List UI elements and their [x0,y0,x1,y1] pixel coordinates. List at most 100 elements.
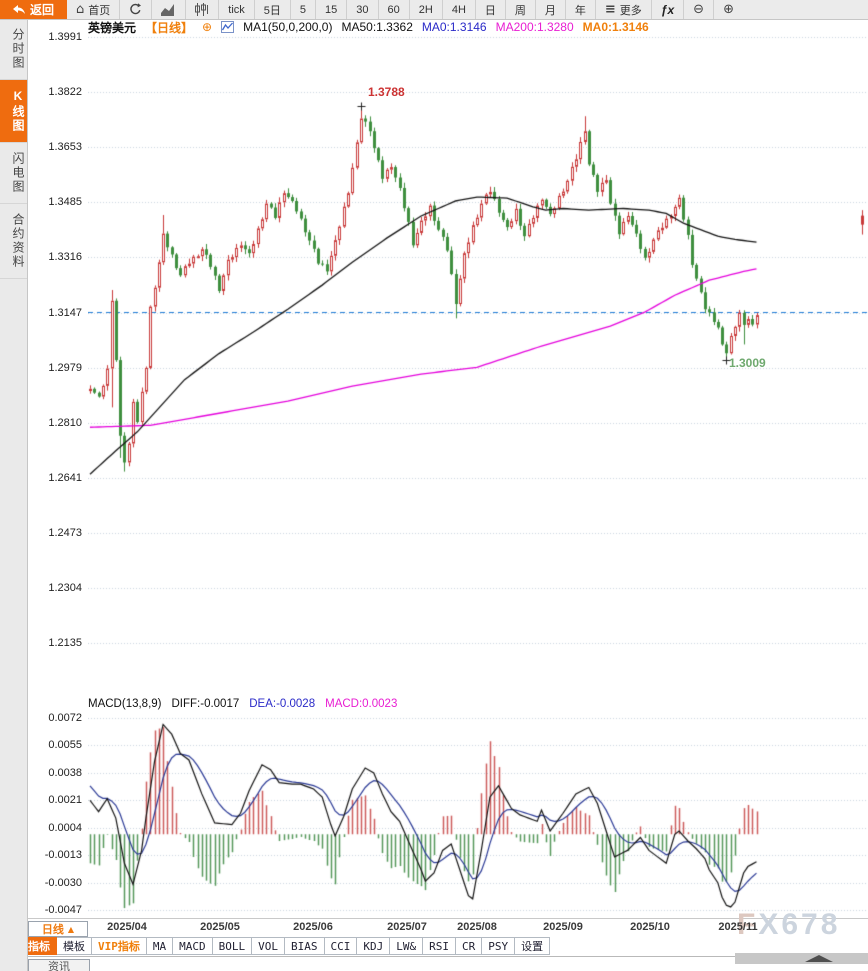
bottom-tab-boll[interactable]: BOLL [212,937,253,955]
more-button[interactable]: ≡ 更多 [596,0,652,19]
bottom-tab-kdj[interactable]: KDJ [357,937,391,955]
x-axis-tick-label: 2025/09 [543,921,583,933]
macd-header: MACD(13,8,9) DIFF:-0.0017 DEA:-0.0028 MA… [88,697,397,710]
mini-chart-icon [221,21,235,33]
zoom-out-button[interactable]: ⊖ [684,0,715,19]
y-axis-labels: 1.3991 1.3822 1.3653 1.3485 1.3316 1.3147 1.29… [28,0,84,920]
axis-tick-label: 1.2641 [48,471,82,484]
bottom-tab-rsi[interactable]: RSI [423,937,456,955]
bottom-tab-ma[interactable]: MA [146,937,174,955]
low-price-annotation: 1.3009 [729,356,766,370]
bottom-tab-bias[interactable]: BIAS [285,937,325,955]
refresh-icon [130,3,142,15]
candle-chart-button[interactable] [186,0,220,19]
bottom-tab-cr[interactable]: CR [456,937,483,955]
bottom-tab-indicators[interactable]: 指标 [21,937,57,955]
scrollbar-arrow-icon [805,955,833,962]
left-sidebar: 分时图 K线图 闪电图 合约资料 [0,19,28,971]
back-button[interactable]: 返回 [0,0,67,19]
axis-tick-label: 1.2810 [48,416,82,429]
bottom-tabs: 指标 模板 VIP指标 MA MACD BOLL VOL BIAS CCI KDJ LW& RSI CR… [21,937,551,955]
axis-tick-label: -0.0030 [44,876,82,889]
fx-indicator-button[interactable]: ƒx [652,0,685,19]
refresh-button[interactable] [120,0,153,19]
axis-tick-label: -0.0047 [44,904,82,917]
axis-tick-label: 1.3316 [48,251,82,264]
bottom-tab-macd[interactable]: MACD [173,937,213,955]
watermark: FX678 [737,908,841,941]
axis-tick-label: 1.2979 [48,361,82,374]
axis-tick-label: 1.3653 [48,141,82,154]
toolbar-intervals: tick 5日 5 15 30 60 2H 4H 日周月年 [219,0,596,19]
axis-tick-label: 0.0021 [48,794,82,807]
x-axis-tick-label: 2025/10 [630,921,670,933]
x-axis-tick-label: 2025/07 [387,921,427,933]
interval-4h-button[interactable]: 4H [443,0,476,19]
x-axis-tick-label: 2025/08 [457,921,497,933]
bottom-tab-cci[interactable]: CCI [324,937,358,955]
x-axis-tick-label: 2025/11 [718,921,758,933]
macd-chart-canvas[interactable] [88,695,868,921]
bottom-tab-settings[interactable]: 设置 [515,937,551,955]
interval-1mo-button[interactable]: 月 [536,0,566,19]
interval-1d-button[interactable]: 日 [476,0,506,19]
axis-tick-label: 1.3485 [48,196,82,209]
home-button[interactable]: ⌂ 首页 [67,0,121,19]
axis-tick-label: 0.0004 [48,821,82,834]
symbol-name: 英镑美元 [88,20,137,35]
macd-title: MACD(13,8,9) [88,697,162,710]
top-toolbar: 返回 ⌂ 首页 tick 5日 5 15 30 60 2H 4H 日周月年 ≡ 更多 ƒx ⊖ … [0,0,868,20]
x-axis-tick-label: 2025/04 [107,921,147,933]
period-selector[interactable]: 日线 ▲ [28,921,88,937]
axis-tick-label: 0.0072 [48,712,82,724]
interval-5d-button[interactable]: 5日 [255,0,291,19]
sidebar-item-kline-chart[interactable]: K线图 [0,80,27,143]
area-chart-button[interactable] [152,0,187,19]
home-icon: ⌂ [76,2,85,17]
ma50-value: MA50:1.3362 [341,20,413,34]
axis-tick-label: 0.0055 [48,739,82,752]
interval-30m-button[interactable]: 30 [347,0,379,19]
macd-value: MACD:0.0023 [325,697,398,710]
interval-tick-button[interactable]: tick [219,0,255,19]
news-tab[interactable]: 资讯 [28,959,90,971]
price-chart-canvas[interactable] [88,27,868,677]
sidebar-item-lightning-chart[interactable]: 闪电图 [0,143,27,204]
axis-tick-label: 1.2304 [48,582,82,594]
high-price-annotation: 1.3788 [368,85,405,99]
sidebar-item-contract-info[interactable]: 合约资料 [0,204,27,279]
horizontal-scrollbar[interactable] [735,953,868,964]
triangle-up-icon: ▲ [67,924,75,934]
interval-1w-button[interactable]: 周 [506,0,536,19]
axis-tick-label: 1.2135 [48,637,82,650]
bottom-divider [0,956,868,957]
bottom-tab-vip-indicators[interactable]: VIP指标 [92,937,147,955]
area-chart-icon [161,3,175,16]
axis-tick-label: 1.3991 [48,31,82,43]
interval-1y-button[interactable]: 年 [566,0,596,19]
bottom-tab-vol[interactable]: VOL [252,937,285,955]
ma-group-label: MA1(50,0,200,0) [243,20,333,34]
x-axis-labels: 2025/04 2025/05 2025/06 2025/07 2025/08 2025/… [0,920,868,935]
interval-15m-button[interactable]: 15 [316,0,348,19]
macd-dea-value: DEA:-0.0028 [249,697,316,710]
axis-tick-label: 0.0038 [48,766,82,779]
zoom-in-button[interactable]: ⊕ [714,0,743,19]
x-axis-tick-label: 2025/06 [293,921,333,933]
interval-2h-button[interactable]: 2H [410,0,443,19]
axis-divider [0,918,868,919]
axis-tick-label: 1.2473 [48,526,82,539]
interval-5m-button[interactable]: 5 [291,0,317,19]
bottom-tab-templates[interactable]: 模板 [57,937,92,955]
sidebar-item-time-chart[interactable]: 分时图 [0,19,27,80]
price-header: 英镑美元 【日线】 ⊕ MA1(50,0,200,0) MA50:1.3362 … [88,20,649,35]
menu-icon: ≡ [604,2,616,17]
bottom-tab-lwr[interactable]: LW& [390,937,424,955]
axis-tick-label: 1.3822 [48,86,82,99]
bottom-tab-psy[interactable]: PSY [482,937,516,955]
interval-60m-button[interactable]: 60 [379,0,410,19]
zoom-in-icon: ⊕ [723,2,734,17]
zoom-out-icon: ⊖ [693,2,705,17]
add-indicator-icon[interactable]: ⊕ [202,20,213,34]
